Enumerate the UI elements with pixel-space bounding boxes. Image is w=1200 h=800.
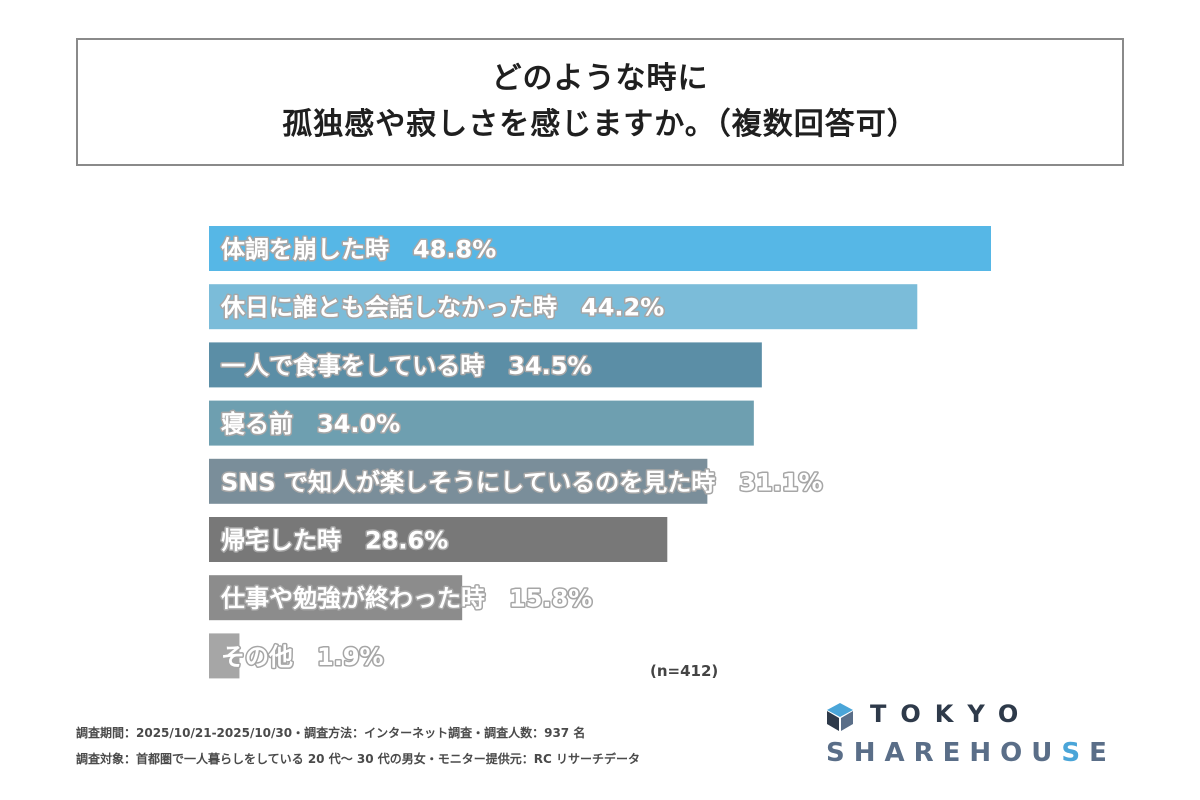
bar-0 <box>209 226 991 271</box>
bar-1 <box>209 284 918 330</box>
survey-footnote-2: 調査対象：首都圏で一人暮らしをしている 20 代～ 30 代の男女・モニター提供… <box>76 752 640 766</box>
bar-label-7: その他 1.9% <box>221 643 384 671</box>
bar-label-2: 一人で食事をしている時 34.5% <box>221 352 592 380</box>
tokyo-sharehouse-logo: TOKYO SHAREHOUSE <box>826 700 1126 770</box>
logo-text-sharehouse-main: SHAREHOU <box>826 738 1062 768</box>
bar-label-5: 帰宅した時 28.6% <box>221 527 448 555</box>
cube-logo-icon <box>827 703 853 731</box>
bar-7 <box>209 633 240 679</box>
logo-text-sharehouse-end: E <box>1089 738 1116 768</box>
logo-text-tokyo: TOKYO <box>870 700 1033 728</box>
bar-5 <box>209 517 668 562</box>
bar-label-0: 体調を崩した時 48.8% <box>221 236 496 264</box>
bar-2 <box>209 342 762 388</box>
bar-3 <box>209 400 754 446</box>
sample-size-note: (n=412) <box>650 662 719 680</box>
bar-label-1: 休日に誰とも会話しなかった時 44.2% <box>220 294 664 322</box>
bar-label-4: SNS で知人が楽しそうにしているのを見た時 31.1% <box>221 468 823 496</box>
chart-title-line-2: 孤独感や寂しさを感じますか。（複数回答可） <box>282 107 918 142</box>
chart-title-box: どのような時に 孤独感や寂しさを感じますか。（複数回答可） <box>76 38 1124 166</box>
bar-4 <box>209 458 708 504</box>
logo-text-sharehouse: SHAREHOUSE <box>826 738 1116 768</box>
bar-label-6: 仕事や勉強が終わった時 15.8% <box>220 585 592 613</box>
chart-title-line-1: どのような時に <box>491 61 709 96</box>
survey-footnote-1: 調査期間：2025/10/21-2025/10/30・調査方法：インターネット調… <box>76 726 586 740</box>
logo-text-sharehouse-accent: S <box>1061 738 1090 768</box>
bar-6 <box>209 575 463 621</box>
bar-label-3: 寝る前 34.0% <box>221 410 400 438</box>
